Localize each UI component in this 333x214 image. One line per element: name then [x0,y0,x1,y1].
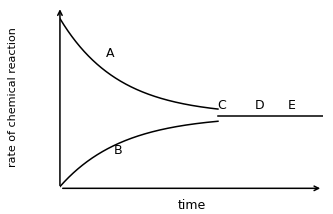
Text: B: B [114,144,122,157]
Text: D: D [255,100,265,113]
Text: E: E [287,100,295,113]
Text: A: A [106,47,114,60]
Text: C: C [217,100,226,113]
Text: rate of chemical reaction: rate of chemical reaction [8,27,18,167]
Text: time: time [177,199,205,212]
